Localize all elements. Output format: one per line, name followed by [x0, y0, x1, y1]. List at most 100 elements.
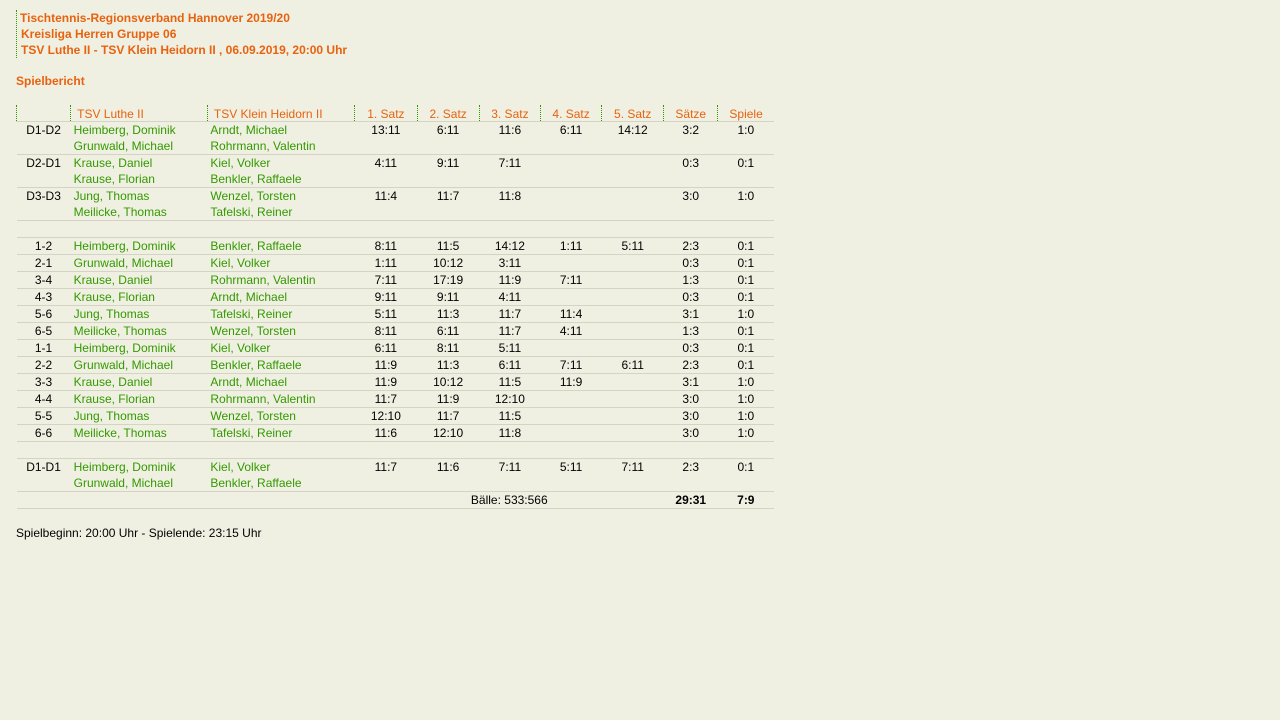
game-result: 0:1	[717, 271, 774, 289]
away-player-name: Benkler, Raffaele	[210, 239, 302, 253]
away-player-name: Tafelski, Reiner	[210, 205, 293, 219]
home-player-name: Jung, Thomas	[73, 189, 150, 203]
league-title: Kreisliga Herren Gruppe 06	[21, 27, 177, 41]
set-score	[601, 322, 664, 340]
match-times: Spielbeginn: 20:00 Uhr - Spielende: 23:1…	[16, 526, 262, 540]
set-score: 3:11	[479, 254, 541, 272]
match-row: 1-2 Heimberg, Dominik Benkler, Raffaele 8:1…	[16, 237, 774, 255]
away-player-name: Wenzel, Torsten	[210, 409, 296, 423]
home-player-name: Grunwald, Michael	[73, 358, 173, 372]
match-position: 2-2	[16, 356, 71, 374]
away-player-name: Kiel, Volker	[210, 256, 271, 270]
column-header: TSV Luthe II	[70, 105, 208, 122]
game-result: 0:1	[717, 154, 774, 188]
away-players: Wenzel, Torsten	[207, 407, 355, 425]
set-score: 11:3	[417, 305, 480, 323]
match-position: 1-1	[16, 339, 71, 357]
column-header: 3. Satz	[478, 105, 541, 122]
set-score: 4:11	[479, 288, 541, 306]
away-player-name: Arndt, Michael	[210, 375, 288, 389]
game-result: 1:0	[717, 407, 774, 425]
set-score: 11:4	[354, 187, 417, 221]
match-position: D2-D1	[16, 154, 71, 188]
set-score: 8:11	[417, 339, 480, 357]
sets-result: 2:3	[663, 458, 718, 492]
set-score: 1:11	[540, 237, 602, 255]
set-score: 9:11	[417, 154, 480, 188]
away-player-name: Wenzel, Torsten	[210, 189, 296, 203]
away-players: Arndt, Michael	[207, 288, 355, 306]
home-player-name: Heimberg, Dominik	[73, 239, 176, 253]
report-header: Tischtennis-Regionsverband Hannover 2019…	[16, 10, 347, 58]
away-players: Benkler, Raffaele	[207, 237, 355, 255]
set-score: 10:12	[417, 373, 480, 391]
home-player-name: Krause, Daniel	[73, 375, 153, 389]
home-players: Meilicke, Thomas	[70, 322, 208, 340]
home-player-name: Heimberg, Dominik	[73, 341, 176, 355]
set-score: 12:10	[417, 424, 480, 442]
away-player-name: Benkler, Raffaele	[210, 172, 302, 186]
game-result: 0:1	[717, 237, 774, 255]
set-score: 17:19	[417, 271, 480, 289]
match-position: 4-3	[16, 288, 71, 306]
match-position: 6-5	[16, 322, 71, 340]
away-player-name: Arndt, Michael	[210, 290, 288, 304]
set-score: 14:12	[601, 121, 664, 155]
away-players: Wenzel, Torsten Tafelski, Reiner	[207, 187, 355, 221]
set-score: 11:5	[479, 373, 541, 391]
away-players: Kiel, Volker	[207, 254, 355, 272]
match-row: 5-5 Jung, Thomas Wenzel, Torsten 12:10 11:7 1…	[16, 407, 774, 425]
home-player-name: Krause, Daniel	[73, 156, 153, 170]
match-position: 6-6	[16, 424, 71, 442]
home-players: Heimberg, Dominik Grunwald, Michael	[70, 121, 208, 155]
match-row: 5-6 Jung, Thomas Tafelski, Reiner 5:11 11:3 1…	[16, 305, 774, 323]
match-position: 2-1	[16, 254, 71, 272]
home-players: Grunwald, Michael	[70, 254, 208, 272]
set-score	[601, 271, 664, 289]
home-player-name: Heimberg, Dominik	[73, 460, 176, 474]
match-title: TSV Luthe II - TSV Klein Heidorn II , 06…	[21, 43, 348, 57]
set-score	[540, 390, 602, 408]
sets-result: 3:0	[663, 390, 718, 408]
match-position: 5-6	[16, 305, 71, 323]
game-result: 1:0	[717, 373, 774, 391]
game-result: 0:1	[717, 254, 774, 272]
home-players: Heimberg, Dominik	[70, 339, 208, 357]
home-player-name: Meilicke, Thomas	[73, 426, 167, 440]
home-players: Heimberg, Dominik Grunwald, Michael	[70, 458, 208, 492]
match-row: D2-D1 Krause, Daniel Krause, Florian Kiel, …	[16, 154, 774, 188]
away-player-name: Kiel, Volker	[210, 341, 271, 355]
set-score: 8:11	[354, 237, 417, 255]
away-player-name: Kiel, Volker	[210, 156, 271, 170]
game-result: 1:0	[717, 121, 774, 155]
game-result: 1:0	[717, 187, 774, 221]
set-score: 11:3	[417, 356, 480, 374]
set-score	[601, 390, 664, 408]
empty-cell	[16, 491, 355, 509]
set-score: 7:11	[479, 458, 541, 492]
set-score: 11:6	[354, 424, 417, 442]
set-score	[601, 407, 664, 425]
set-score	[601, 254, 664, 272]
home-players: Heimberg, Dominik	[70, 237, 208, 255]
match-row: 6-5 Meilicke, Thomas Wenzel, Torsten 8:11 6:…	[16, 322, 774, 340]
set-score: 5:11	[601, 237, 664, 255]
sets-result: 0:3	[663, 254, 718, 272]
match-row: 3-3 Krause, Daniel Arndt, Michael 11:9 10:12…	[16, 373, 774, 391]
set-score: 11:5	[479, 407, 541, 425]
set-score	[540, 424, 602, 442]
away-player-name: Benkler, Raffaele	[210, 358, 302, 372]
away-player-name: Rohrmann, Valentin	[210, 273, 316, 287]
sets-total: 29:31	[663, 491, 718, 509]
set-score: 11:8	[479, 187, 541, 221]
home-players: Jung, Thomas Meilicke, Thomas	[70, 187, 208, 221]
home-player-name: Krause, Florian	[73, 172, 155, 186]
game-result: 0:1	[717, 458, 774, 492]
away-players: Kiel, Volker	[207, 339, 355, 357]
home-player-name: Grunwald, Michael	[73, 256, 173, 270]
game-result: 1:0	[717, 305, 774, 323]
set-score: 11:5	[417, 237, 480, 255]
set-score: 11:9	[354, 373, 417, 391]
set-score	[601, 187, 664, 221]
set-score: 11:8	[479, 424, 541, 442]
